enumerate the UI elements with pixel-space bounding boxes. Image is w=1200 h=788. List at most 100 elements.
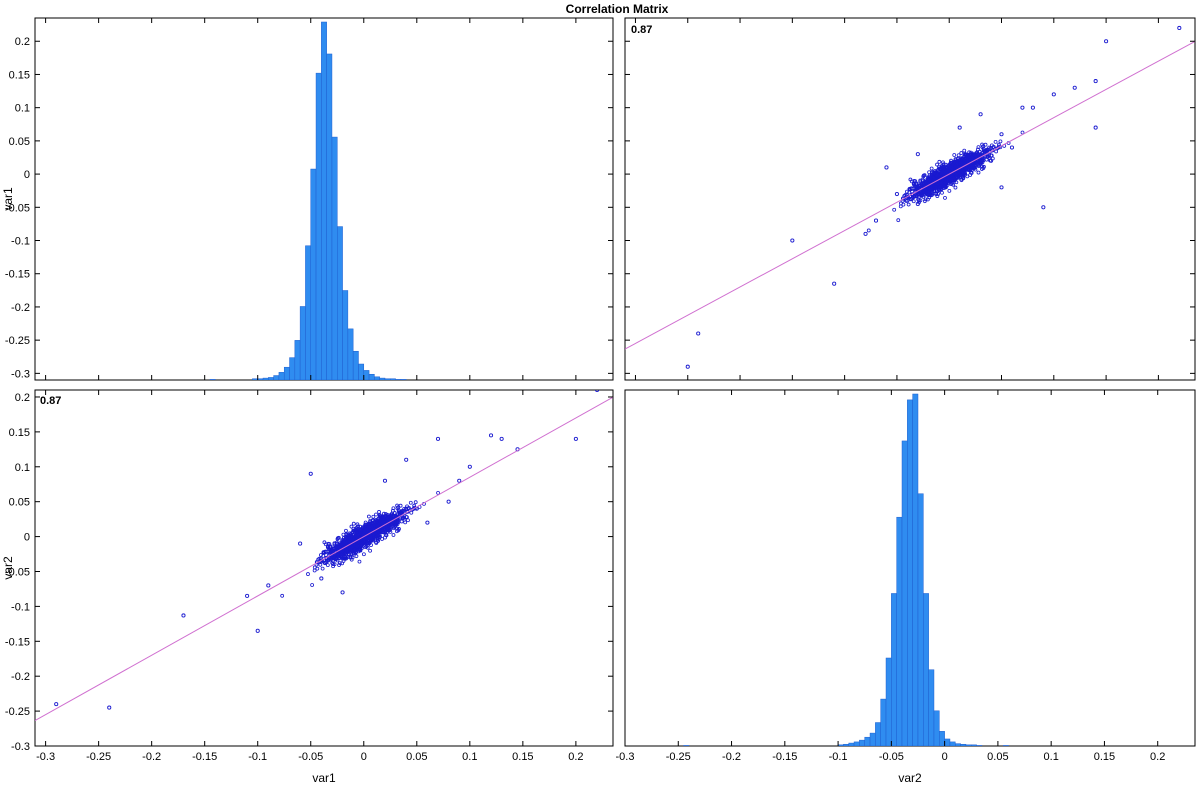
- scatter-point: [937, 166, 942, 171]
- histogram-bar: [880, 698, 887, 746]
- scatter-point: [1093, 79, 1098, 84]
- corr-label-top-right: 0.87: [631, 24, 652, 36]
- scatter-point: [312, 565, 317, 570]
- histogram-bar: [379, 377, 386, 380]
- scatter-point: [917, 192, 921, 197]
- scatter-point: [326, 541, 331, 546]
- histogram-bar: [837, 744, 844, 746]
- scatter-point: [334, 544, 339, 549]
- panel-var1-vs-var2-scatter: 0.2 0.15 0.1 0.05 0 -0.05 -0.1 -0.15 -0.2 -0.25 -0…: [5, 390, 613, 763]
- scatter-point: [938, 180, 943, 185]
- scatter-point: [999, 185, 1004, 190]
- histogram-bar: [257, 378, 264, 380]
- scatter-point: [978, 161, 983, 166]
- histogram-bar: [289, 357, 296, 380]
- scatter-point: [377, 510, 381, 514]
- scatter-point: [361, 534, 366, 539]
- panel-plot-area: [209, 21, 407, 380]
- ytick-label: 0.15: [9, 69, 30, 81]
- ytick-label: 0.15: [9, 427, 30, 439]
- histogram-bar: [960, 743, 967, 746]
- xtick-label: -0.05: [298, 751, 323, 763]
- scatter-point: [952, 174, 956, 178]
- scatter-point: [944, 179, 949, 184]
- scatter-point: [359, 542, 364, 547]
- scatter-point: [367, 534, 371, 539]
- scatter-point: [906, 202, 911, 207]
- scatter-point: [925, 197, 930, 202]
- scatter-point: [365, 545, 370, 550]
- scatter-point: [976, 170, 981, 175]
- scatter-point: [940, 190, 944, 195]
- xtick-label: 0.15: [1094, 751, 1115, 763]
- scatter-point: [943, 170, 948, 175]
- scatter-point: [978, 152, 983, 157]
- scatter-point: [1093, 125, 1098, 130]
- scatter-point: [467, 464, 472, 469]
- scatter-point: [337, 561, 342, 566]
- scatter-point: [912, 184, 917, 188]
- scatter-point: [934, 181, 939, 186]
- scatter-point: [915, 186, 920, 191]
- fit-line: [625, 40, 1195, 350]
- scatter-point: [903, 193, 908, 197]
- scatter-point: [964, 159, 969, 164]
- ytick-label: -0.25: [5, 706, 30, 718]
- histogram-bar: [859, 739, 865, 746]
- scatter-point: [1030, 105, 1035, 110]
- scatter-point: [956, 153, 961, 158]
- histogram-bar: [971, 744, 977, 746]
- scatter-point: [354, 535, 358, 540]
- scatter-point: [998, 139, 1003, 144]
- histogram-bar: [928, 669, 935, 746]
- histogram-bar: [944, 738, 951, 746]
- histogram-bar: [273, 375, 280, 380]
- scatter-point: [915, 201, 920, 207]
- histogram-bar: [917, 493, 924, 746]
- scatter-point: [425, 520, 430, 525]
- histogram-bar: [875, 722, 881, 746]
- scatter-point: [340, 590, 345, 595]
- scatter-point: [958, 157, 963, 162]
- histogram-bar: [331, 136, 338, 380]
- ytick-label: 0.2: [15, 392, 30, 404]
- ytick-label: 0.05: [9, 497, 30, 509]
- scatter-point: [959, 151, 964, 155]
- histogram-bar: [347, 328, 354, 380]
- histogram-bar: [305, 245, 311, 380]
- scatter-point: [984, 157, 989, 162]
- scatter-point: [349, 557, 354, 562]
- scatter-point: [952, 171, 957, 176]
- scatter-point: [370, 536, 374, 541]
- xtick-label: -0.1: [248, 751, 267, 763]
- scatter-point: [436, 490, 440, 495]
- histogram-bar: [955, 743, 961, 746]
- scatter-point: [939, 180, 944, 185]
- scatter-point: [863, 231, 868, 236]
- scatter-point: [366, 536, 371, 541]
- scatter-point: [953, 185, 958, 190]
- scatter-point: [963, 168, 968, 173]
- scatter-point: [326, 547, 331, 551]
- scatter-point: [966, 165, 971, 170]
- scatter-point: [399, 519, 404, 524]
- scatter-point: [396, 520, 401, 525]
- scatter-point: [1177, 25, 1182, 31]
- scatter-point: [927, 170, 932, 175]
- scatter-point: [375, 537, 380, 542]
- scatter-point: [927, 182, 932, 187]
- scatter-point: [927, 184, 932, 189]
- scatter-point: [943, 162, 948, 167]
- xtick-label: 0: [361, 751, 367, 763]
- ytick-label: -0.05: [5, 566, 30, 578]
- scatter-point: [1009, 145, 1015, 150]
- ytick-label: -0.05: [5, 202, 30, 214]
- scatter-point: [999, 132, 1004, 137]
- scatter-point: [347, 533, 352, 537]
- scatter-point: [298, 541, 303, 546]
- scatter-point: [832, 281, 837, 286]
- histogram-bar: [390, 378, 396, 380]
- scatter-point: [323, 542, 328, 547]
- xtick-label: -0.15: [192, 751, 217, 763]
- histogram-bar: [864, 736, 871, 746]
